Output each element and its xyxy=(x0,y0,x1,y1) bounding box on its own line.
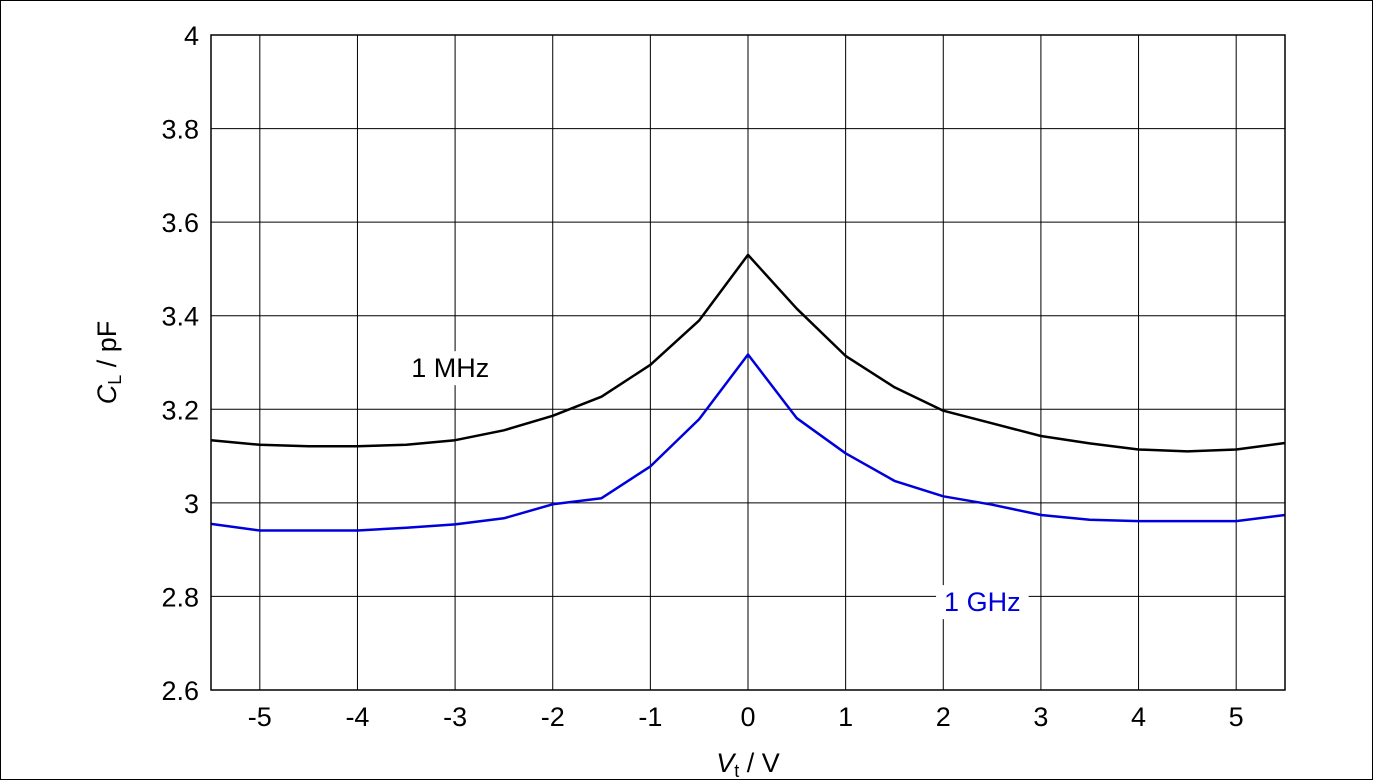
y-tick-label: 3.8 xyxy=(161,115,199,145)
y-tick-label: 3 xyxy=(184,489,199,519)
x-tick-label: -3 xyxy=(443,702,467,732)
series-label-background xyxy=(403,351,498,386)
y-tick-label: 2.8 xyxy=(161,582,199,612)
x-axis-label-symbol: V xyxy=(716,748,737,778)
x-tick-label: -2 xyxy=(541,702,565,732)
x-tick-label: 3 xyxy=(1033,702,1048,732)
series-label-1-ghz: 1 GHz xyxy=(936,585,1029,620)
x-tick-label: 1 xyxy=(838,702,853,732)
grid xyxy=(211,34,1285,691)
x-tick-label: 5 xyxy=(1229,702,1244,732)
x-tick-labels: -5 -4 -3 -2 -1 0 1 2 3 4 5 xyxy=(248,702,1244,732)
y-axis-label-unit: / pF xyxy=(92,321,122,375)
x-tick-label: -5 xyxy=(248,702,272,732)
series-lines xyxy=(210,253,1286,532)
y-axis-label-symbol: C xyxy=(92,384,122,404)
series-label-1-mhz: 1 MHz xyxy=(403,351,498,386)
series-labels: 1 MHz 1 GHz xyxy=(403,351,1029,620)
series-label-text: 1 MHz xyxy=(411,353,489,383)
x-tick-label: 2 xyxy=(936,702,951,732)
y-tick-labels: 2.6 2.8 3 3.2 3.4 3.6 3.8 4 xyxy=(161,21,199,706)
y-tick-label: 3.6 xyxy=(161,208,199,238)
series-label-text: 1 GHz xyxy=(944,587,1021,617)
x-tick-label: -4 xyxy=(345,702,369,732)
x-tick-label: 0 xyxy=(740,702,755,732)
y-tick-label: 4 xyxy=(184,21,199,51)
plot-area-border xyxy=(210,34,1286,691)
y-axis-label-subscript: L xyxy=(105,375,125,385)
series-label-background xyxy=(936,585,1029,620)
x-axis-label-subscript: t xyxy=(734,761,739,781)
x-tick-label: 4 xyxy=(1131,702,1146,732)
x-axis-label: Vt / V xyxy=(716,748,780,781)
y-tick-label: 2.6 xyxy=(161,676,199,706)
y-tick-label: 3.4 xyxy=(161,302,199,332)
series-line-1-ghz xyxy=(210,353,1286,532)
y-tick-label: 3.2 xyxy=(161,395,199,425)
series-line-1-mhz xyxy=(210,253,1286,453)
x-tick-label: -1 xyxy=(638,702,662,732)
y-axis-label: CL / pF xyxy=(92,321,125,405)
x-axis-label-unit: / V xyxy=(739,748,780,778)
